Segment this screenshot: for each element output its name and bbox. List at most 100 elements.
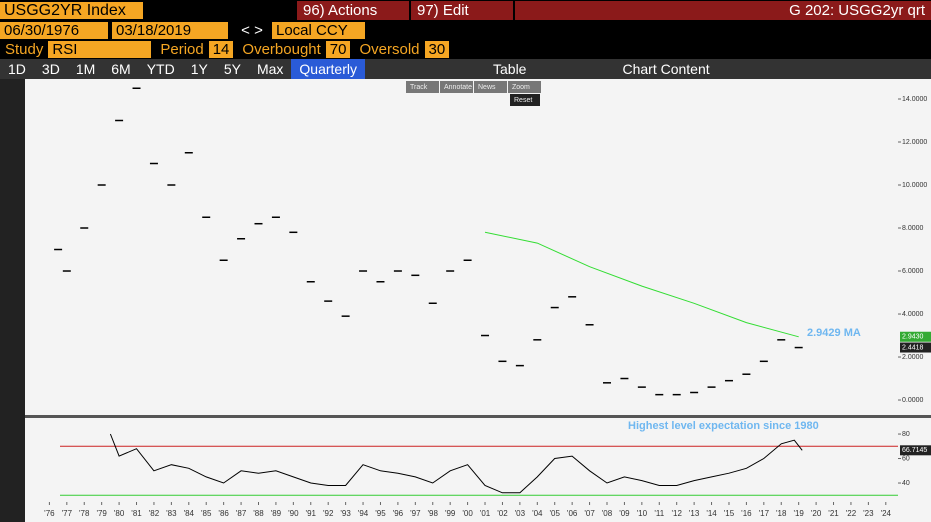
overbought-value[interactable]: 70 xyxy=(325,41,351,58)
y-tick-label: 60 xyxy=(902,455,910,462)
y-tick-label: 40 xyxy=(902,480,910,487)
x-tick-label: '91 xyxy=(306,509,317,518)
y-tick-label: 10.0000 xyxy=(902,182,927,189)
study-bar: Study RSI Period 14 Overbought 70 Overso… xyxy=(0,40,931,59)
x-tick-label: '12 xyxy=(671,509,682,518)
x-tick-label: '98 xyxy=(428,509,439,518)
edit-menu[interactable]: 97) Edit xyxy=(411,0,513,20)
x-tick-label: '79 xyxy=(96,509,107,518)
plot-background xyxy=(25,79,898,522)
study-label: Study xyxy=(5,41,44,58)
x-tick-label: '08 xyxy=(602,509,613,518)
x-tick-label: '20 xyxy=(811,509,822,518)
x-tick-label: '09 xyxy=(619,509,630,518)
x-tick-label: '16 xyxy=(741,509,752,518)
x-tick-label: '97 xyxy=(410,509,421,518)
x-tick-label: '77 xyxy=(62,509,73,518)
x-tick-label: '21 xyxy=(828,509,839,518)
end-date[interactable]: 03/18/2019 xyxy=(112,22,228,39)
x-tick-label: '76 xyxy=(44,509,55,518)
x-tick-label: '18 xyxy=(776,509,787,518)
oversold-label: Oversold xyxy=(359,41,420,58)
left-toolbar xyxy=(0,79,25,522)
mini-button[interactable]: Annotate xyxy=(444,84,472,91)
x-tick-label: '10 xyxy=(637,509,648,518)
range-button[interactable]: Quarterly xyxy=(291,59,365,79)
x-tick-label: '24 xyxy=(881,509,892,518)
x-tick-label: '07 xyxy=(584,509,595,518)
last-value-box xyxy=(900,445,931,456)
mini-button[interactable]: News xyxy=(478,84,496,91)
mini-button[interactable]: Reset xyxy=(514,97,532,104)
y-tick-label: 4.0000 xyxy=(902,311,924,318)
range-button[interactable]: YTD xyxy=(146,61,175,77)
x-tick-label: '94 xyxy=(358,509,369,518)
x-tick-label: '80 xyxy=(114,509,125,518)
x-tick-label: '14 xyxy=(706,509,717,518)
chart-area: Track Annotate News Zoom Reset 0.0000 2.0000 4.… xyxy=(25,79,931,522)
mini-button[interactable]: Zoom xyxy=(512,84,530,91)
x-tick-label: '17 xyxy=(759,509,770,518)
x-tick-label: '96 xyxy=(393,509,404,518)
range-button[interactable]: 1M xyxy=(75,61,96,77)
nav-arrows[interactable]: < > xyxy=(241,22,263,39)
last-value-box xyxy=(900,331,931,342)
mini-button-bg xyxy=(510,94,540,106)
range-button[interactable]: Max xyxy=(256,61,284,77)
y-tick-label: 6.0000 xyxy=(902,268,924,275)
oversold-value[interactable]: 30 xyxy=(424,41,450,58)
y-tick-label: 14.0000 xyxy=(902,96,927,103)
overbought-label: Overbought xyxy=(242,41,321,58)
x-tick-label: '82 xyxy=(149,509,160,518)
range-button[interactable]: 1D xyxy=(8,61,26,77)
x-tick-label: '06 xyxy=(567,509,578,518)
x-tick-label: '86 xyxy=(218,509,229,518)
x-tick-label: '87 xyxy=(236,509,247,518)
x-tick-label: '93 xyxy=(340,509,351,518)
series-line xyxy=(109,433,803,494)
x-tick-label: '11 xyxy=(654,509,664,518)
range-button[interactable]: Table xyxy=(493,61,527,77)
range-button[interactable]: 5Y xyxy=(223,61,241,77)
x-tick-label: '81 xyxy=(131,509,142,518)
start-date[interactable]: 06/30/1976 xyxy=(0,22,108,39)
annotation: Highest level expectation since 1980 xyxy=(628,420,819,432)
y-tick-label: 12.0000 xyxy=(902,139,927,146)
series-line xyxy=(484,231,799,338)
last-value-label: 2.9430 xyxy=(902,334,924,341)
range-button[interactable]: 1Y xyxy=(190,61,208,77)
x-tick-label: '90 xyxy=(288,509,299,518)
x-tick-label: '02 xyxy=(497,509,508,518)
top-bar: USGG2YR Index 96) Actions 97) Edit G 202… xyxy=(0,0,931,20)
panel-divider xyxy=(25,415,931,418)
x-tick-label: '03 xyxy=(515,509,526,518)
x-tick-label: '78 xyxy=(79,509,90,518)
ticker[interactable]: USGG2YR Index xyxy=(0,1,143,19)
actions-menu[interactable]: 96) Actions xyxy=(297,0,409,20)
y-tick-label: 2.0000 xyxy=(902,354,924,361)
mini-button-bg xyxy=(440,81,473,93)
x-tick-label: '00 xyxy=(462,509,473,518)
x-tick-label: '22 xyxy=(846,509,857,518)
range-button[interactable]: Chart Content xyxy=(622,61,710,77)
mini-button-bg xyxy=(406,81,439,93)
x-tick-label: '85 xyxy=(201,509,212,518)
range-button[interactable]: 3D xyxy=(41,61,60,77)
y-tick-label: 0.0000 xyxy=(902,397,924,404)
study-value[interactable]: RSI xyxy=(48,41,152,58)
x-tick-label: '99 xyxy=(445,509,456,518)
x-tick-label: '92 xyxy=(323,509,334,518)
currency[interactable]: Local CCY xyxy=(272,22,365,39)
mini-button-bg xyxy=(508,81,541,93)
x-tick-label: '88 xyxy=(253,509,264,518)
range-button[interactable]: 6M xyxy=(111,61,131,77)
x-tick-label: '19 xyxy=(793,509,804,518)
window-title: G 202: USGG2yr qrt xyxy=(515,0,931,20)
x-tick-label: '84 xyxy=(184,509,195,518)
date-bar: 06/30/1976 03/18/2019 < > Local CCY xyxy=(0,21,931,40)
period-value[interactable]: 14 xyxy=(208,41,234,58)
x-tick-label: '95 xyxy=(375,509,386,518)
x-tick-label: '04 xyxy=(532,509,543,518)
mini-button[interactable]: Track xyxy=(410,84,428,91)
